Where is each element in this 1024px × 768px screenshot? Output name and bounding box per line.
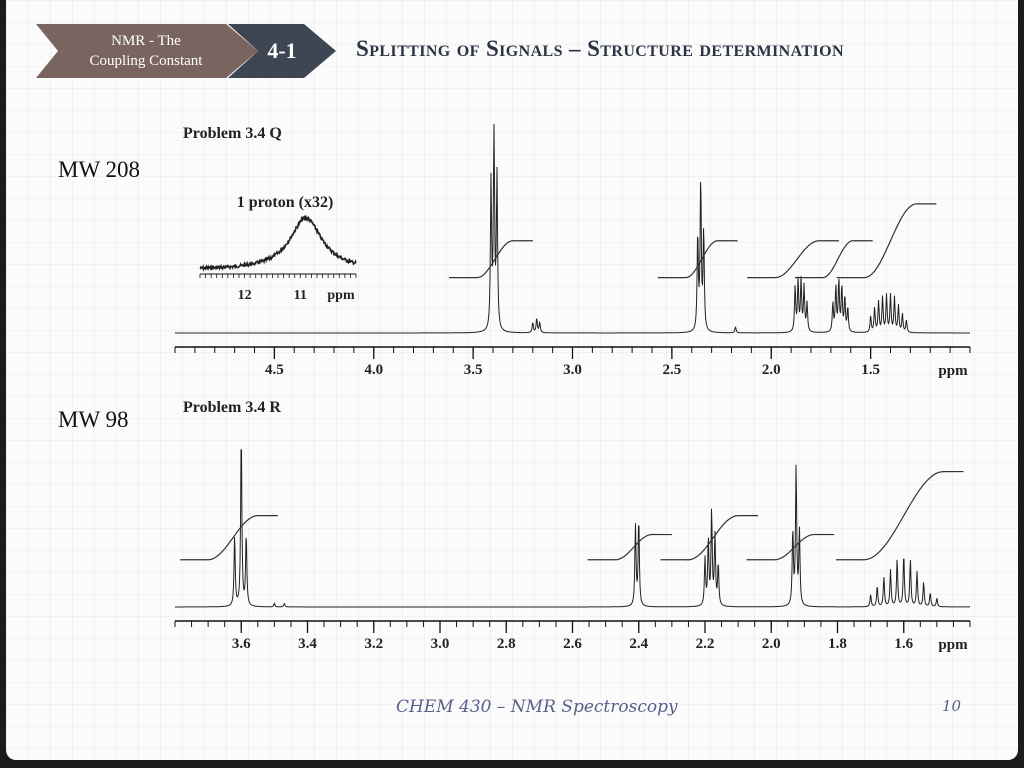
tick-label: 3.6 [232,636,251,652]
inset-spectrum-line [199,214,357,272]
integral-curve [449,240,533,279]
tick-label: 1.5 [861,362,880,378]
chart-title: Problem 3.4 Q [183,125,282,142]
tick-label: 3.4 [298,636,317,652]
tick-label: 1.6 [894,636,913,652]
tick-label: 3.0 [431,636,450,652]
mw-label-q: MW 208 [58,157,140,182]
tick-label: 2.6 [563,636,582,652]
integral-curve [180,514,278,561]
inset-label: 1 proton (x32) [237,194,334,211]
integral-curve [587,533,673,561]
slide-title: Splitting of Signals – Structure determi… [356,36,844,61]
tick-label: 3.2 [364,636,383,652]
breadcrumb-number-label: 4-1 [267,38,297,63]
tick-label: 3.0 [563,362,582,378]
spectrum-line [175,449,970,608]
integral-curve [746,533,835,561]
tick-label: 2.2 [696,636,715,652]
inset-tick-label: 11 [294,288,307,303]
slide: NMR - The Coupling Constant 4-1 Splittin… [6,0,1018,760]
inset-tick-label: 12 [238,288,252,303]
x-axis-label: ppm [938,637,968,653]
tick-label: 1.8 [828,636,847,652]
breadcrumb-section-label: NMR - The Coupling Constant [89,33,203,69]
tick-label: 2.4 [629,636,648,652]
breadcrumb-section[interactable]: NMR - The Coupling Constant [36,24,258,78]
integral-curve [836,203,937,279]
x-axis-label: ppm [938,363,968,379]
tick-label: 3.5 [464,362,483,378]
tick-label: 4.0 [364,362,383,378]
integral-curve [747,240,839,279]
footer-course: CHEM 430 – NMR Spectroscopy [396,697,678,717]
integral-curve [660,514,759,561]
mw-label-r: MW 98 [58,407,129,432]
page-number: 10 [942,697,962,715]
inset-x-axis-label: ppm [327,288,355,303]
tick-label: 2.8 [497,636,516,652]
integral-curve [836,470,964,561]
tick-label: 4.5 [265,362,284,378]
integral-curve [657,240,738,279]
chart-title: Problem 3.4 R [183,399,281,416]
tick-label: 2.0 [762,362,781,378]
tick-label: 2.0 [762,636,781,652]
tick-label: 2.5 [663,362,682,378]
integral-curve [794,240,873,279]
spectrum-line [175,123,970,334]
